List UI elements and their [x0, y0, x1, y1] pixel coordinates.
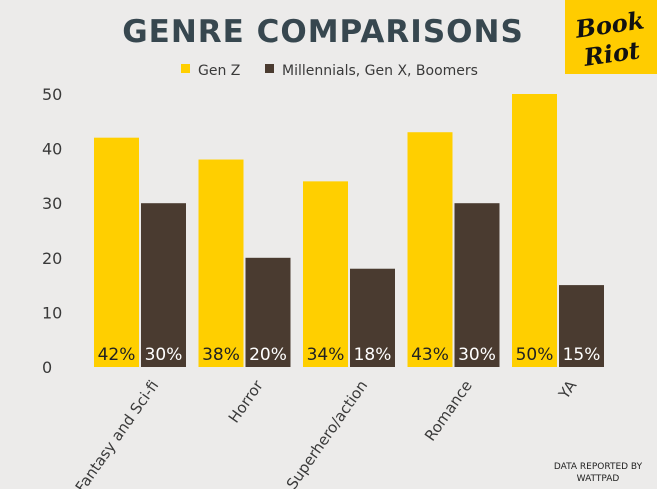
legend: Gen Z Millennials, Gen X, Boomers: [181, 63, 478, 79]
y-axis: 0 10 20 30 40 50: [42, 85, 62, 377]
book-riot-logo-mark: Book Riot: [573, 5, 646, 72]
bar-older: [454, 203, 500, 367]
bar-gen-z: [407, 132, 453, 367]
bar-gen-z: [198, 159, 244, 367]
legend-label-gen-z: Gen Z: [198, 63, 240, 79]
source-note: DATA REPORTED BY WATTPAD: [554, 462, 643, 484]
y-tick-label: 20: [42, 249, 62, 268]
bar-value-label: 30%: [458, 345, 496, 365]
bar-value-label: 50%: [516, 345, 554, 365]
bar-value-label: 15%: [563, 345, 601, 365]
bar-value-label: 43%: [411, 345, 449, 365]
bar-older: [245, 257, 291, 367]
bar-gen-z: [303, 181, 348, 367]
x-tick-label: YA: [554, 376, 580, 403]
bar-gen-z: [94, 137, 139, 367]
x-tick-label: Superhero/action: [283, 377, 372, 489]
x-tick-label: Romance: [421, 377, 476, 444]
bar-value-label: 20%: [249, 345, 287, 365]
bar-older: [141, 203, 186, 367]
bar-value-label: 18%: [354, 345, 392, 365]
bar-gen-z: [512, 94, 557, 367]
bar-older: [350, 268, 395, 367]
bar-value-label: 38%: [202, 345, 240, 365]
bar-older: [559, 285, 604, 367]
bar-value-label: 30%: [145, 345, 183, 365]
y-tick-label: 40: [42, 140, 62, 159]
y-tick-label: 50: [42, 85, 62, 104]
y-tick-label: 30: [42, 194, 62, 213]
x-axis: Fantasy and Sci-fi Horror Superhero/action…: [72, 376, 581, 489]
book-riot-logo: Book Riot: [565, 0, 657, 74]
legend-label-older: Millennials, Gen X, Boomers: [282, 63, 478, 79]
legend-swatch-gen-z: [181, 64, 190, 73]
y-tick-label: 0: [42, 358, 52, 377]
source-line-2: WATTPAD: [577, 474, 620, 484]
bar-value-label: 34%: [307, 345, 345, 365]
bar-value-label: 42%: [98, 345, 136, 365]
x-tick-label: Fantasy and Sci-fi: [72, 377, 163, 489]
legend-swatch-older: [265, 64, 274, 73]
bars: 42% 30% 38% 20% 34% 18% 43% 30% 50% 15%: [94, 94, 604, 367]
chart-title: GENRE COMPARISONS: [122, 14, 524, 50]
y-tick-label: 10: [42, 303, 62, 322]
x-tick-label: Horror: [225, 376, 267, 426]
source-line-1: DATA REPORTED BY: [554, 462, 643, 472]
